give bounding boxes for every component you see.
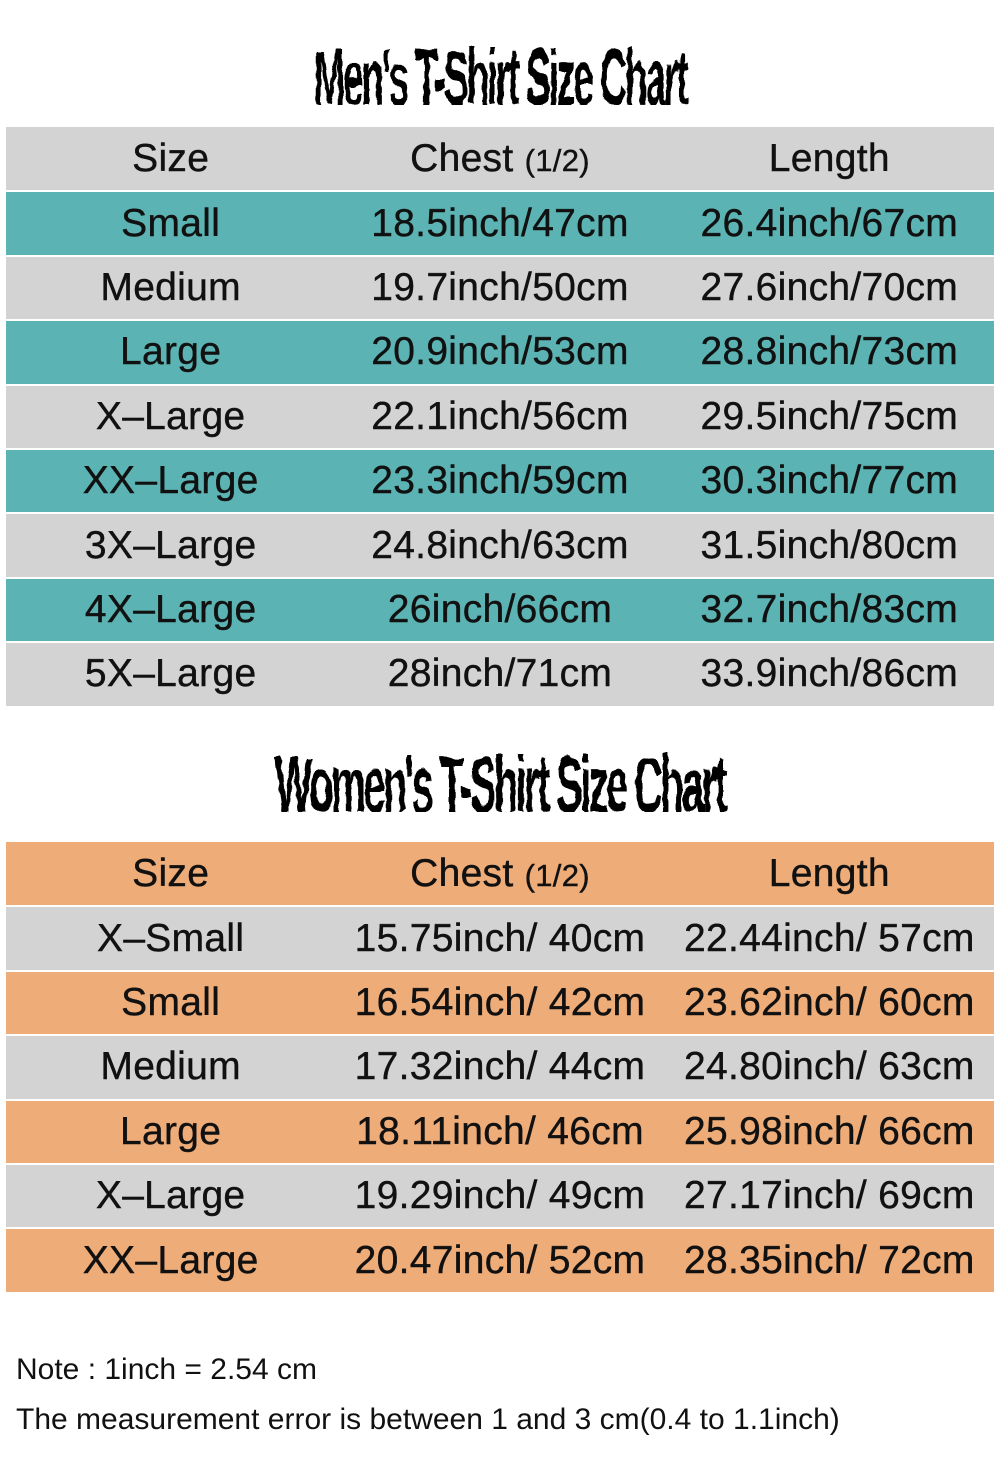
svg-text:Men's T-Shirt Size Chart: Men's T-Shirt Size Chart bbox=[314, 33, 689, 105]
svg-text:Women's T-Shirt Size Chart: Women's T-Shirt Size Chart bbox=[275, 741, 728, 812]
